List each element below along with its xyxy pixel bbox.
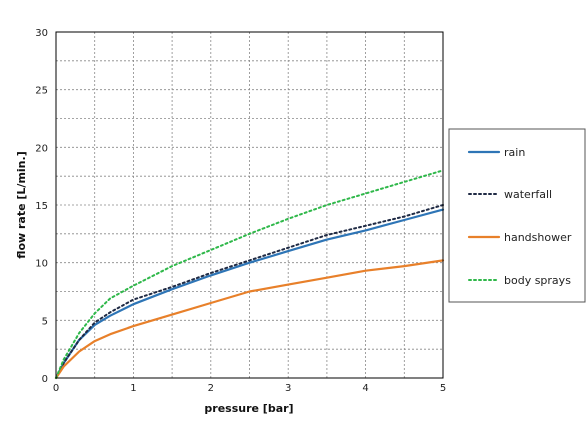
series-lines <box>54 169 445 380</box>
x-tick-label: 0 <box>53 383 59 394</box>
y-tick-label: 0 <box>42 374 48 385</box>
series-line-waterfall <box>55 204 444 379</box>
y-axis-title: flow rate [L/min.] <box>15 151 28 258</box>
plot-frame <box>55 31 444 379</box>
legend-box <box>448 128 586 303</box>
y-tick-label: 30 <box>35 28 48 39</box>
legend-label: body sprays <box>504 274 571 287</box>
legend-label: waterfall <box>504 188 552 201</box>
series-line-rain <box>54 208 445 380</box>
x-tick-label: 1 <box>130 383 136 394</box>
y-tick-label: 15 <box>35 201 48 212</box>
x-tick-label: 4 <box>362 383 368 394</box>
y-tick-label: 5 <box>42 316 48 327</box>
y-tick-label: 20 <box>35 143 48 154</box>
x-tick-label: 2 <box>208 383 214 394</box>
y-tick-label: 25 <box>35 86 48 97</box>
x-tick-label: 3 <box>285 383 291 394</box>
series-line-handshower <box>54 259 445 380</box>
grid <box>55 31 444 379</box>
legend: rain waterfall handshower body sprays <box>448 128 586 303</box>
legend-label: handshower <box>504 231 572 244</box>
tick-labels: 0 1 2 3 4 5 0 5 10 15 20 25 30 <box>35 28 446 394</box>
y-tick-label: 10 <box>35 259 48 270</box>
x-axis-title: pressure [bar] <box>204 402 293 415</box>
series-line-body-sprays <box>55 169 444 379</box>
legend-label: rain <box>504 146 525 159</box>
x-tick-label: 5 <box>440 383 446 394</box>
